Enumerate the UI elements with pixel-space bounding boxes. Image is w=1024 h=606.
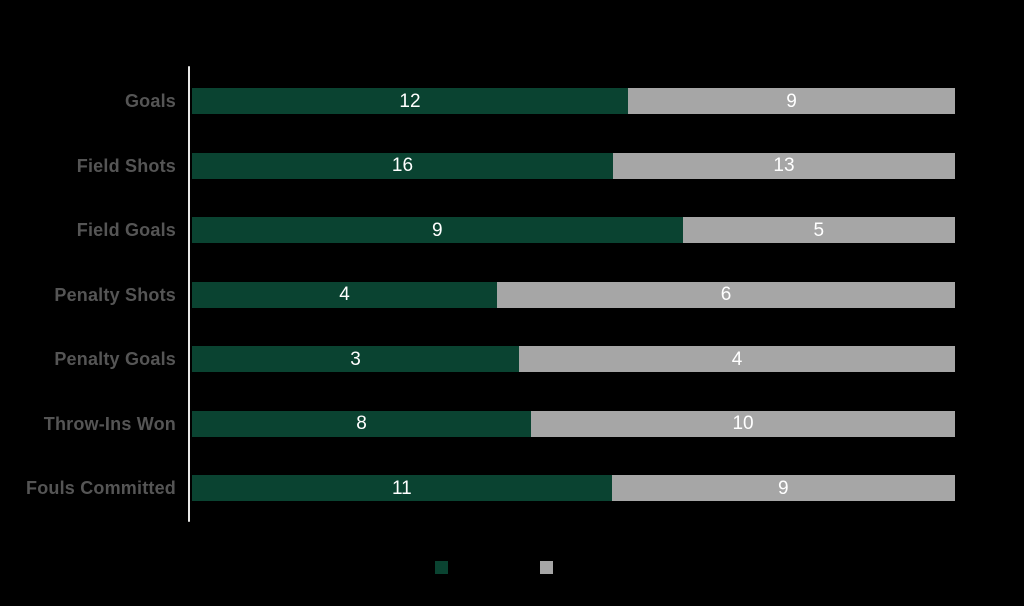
- value-label: 9: [786, 90, 797, 112]
- bar-row: Fouls Committed 11 9: [0, 475, 1024, 501]
- bar-segment-green: 9: [192, 217, 683, 243]
- bar-segment-gray: 9: [611, 475, 955, 501]
- category-label: Penalty Shots: [54, 284, 176, 305]
- value-label: 12: [399, 90, 421, 112]
- bar-segment-gray: 13: [612, 152, 955, 179]
- value-label: 3: [350, 348, 361, 370]
- value-label: 10: [732, 413, 754, 434]
- bar-row: Penalty Goals 3 4: [0, 346, 1024, 372]
- category-label: Fouls Committed: [26, 478, 176, 498]
- category-label: Field Shots: [76, 155, 176, 176]
- bar-row: Goals 12 9: [0, 88, 1024, 114]
- value-label: 11: [391, 477, 412, 499]
- y-axis-line: [188, 66, 190, 522]
- category-label: Penalty Goals: [54, 349, 176, 369]
- category-label: Goals: [124, 91, 176, 111]
- bar-row: Field Goals 9 5: [0, 217, 1024, 243]
- value-label: 9: [778, 477, 789, 499]
- bar-row: Penalty Shots 4 6: [0, 281, 1024, 308]
- legend-swatch-green: [435, 561, 448, 574]
- bar-segment-gray: 10: [531, 410, 955, 437]
- bar-segment-gray: 4: [519, 346, 955, 372]
- bar-track: 8 10: [192, 410, 955, 437]
- value-label: 16: [391, 155, 414, 176]
- value-label: 8: [356, 413, 367, 434]
- bar-row: Throw-Ins Won 8 10: [0, 410, 1024, 437]
- value-label: 4: [339, 284, 350, 305]
- category-label: Throw-Ins Won: [43, 413, 176, 434]
- value-label: 13: [773, 155, 795, 176]
- value-label: 9: [431, 219, 443, 241]
- bar-segment-gray: 9: [628, 88, 955, 114]
- bar-track: 12 9: [192, 88, 955, 114]
- value-label: 6: [720, 284, 732, 305]
- bar-segment-green: 4: [192, 281, 498, 308]
- bar-track: 11 9: [192, 475, 955, 501]
- value-label: 4: [731, 348, 743, 370]
- value-label: 5: [813, 219, 825, 241]
- bar-track: 16 13: [192, 152, 955, 179]
- legend-swatch-gray: [540, 561, 553, 574]
- bar-segment-green: 11: [192, 475, 612, 501]
- bar-segment-green: 12: [192, 88, 628, 114]
- bar-segment-gray: 5: [682, 217, 955, 243]
- category-label: Field Goals: [76, 220, 176, 240]
- bar-segment-gray: 6: [497, 281, 955, 308]
- bar-segment-green: 16: [192, 152, 613, 179]
- bar-row: Field Shots 16 13: [0, 152, 1024, 179]
- bar-segment-green: 3: [192, 346, 519, 372]
- bar-segment-green: 8: [192, 410, 532, 437]
